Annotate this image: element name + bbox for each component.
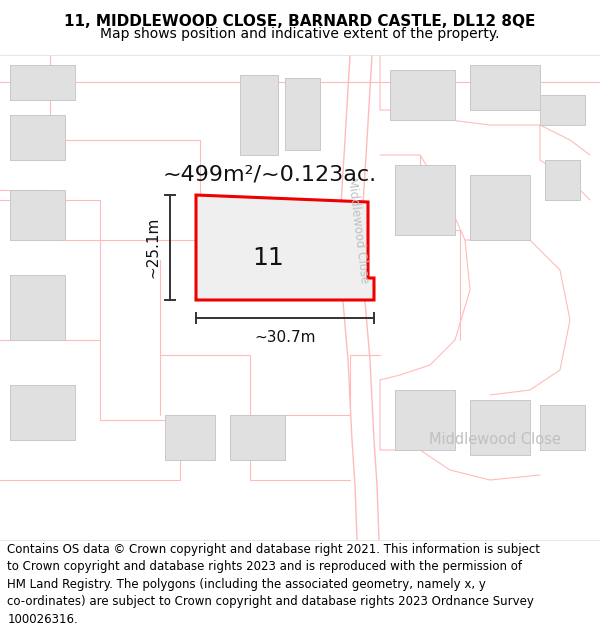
Bar bbox=[10, 190, 65, 240]
Text: ~499m²/~0.123ac.: ~499m²/~0.123ac. bbox=[163, 165, 377, 185]
Bar bbox=[10, 385, 75, 440]
Text: ~30.7m: ~30.7m bbox=[254, 330, 316, 345]
Bar bbox=[470, 65, 540, 110]
Text: ~25.1m: ~25.1m bbox=[145, 217, 160, 278]
Bar bbox=[10, 115, 65, 160]
Text: Middlewood Close: Middlewood Close bbox=[345, 176, 371, 284]
Polygon shape bbox=[196, 195, 374, 300]
Text: 11, MIDDLEWOOD CLOSE, BARNARD CASTLE, DL12 8QE: 11, MIDDLEWOOD CLOSE, BARNARD CASTLE, DL… bbox=[64, 14, 536, 29]
Text: Middlewood Close: Middlewood Close bbox=[429, 432, 561, 447]
Bar bbox=[395, 165, 455, 235]
Bar bbox=[545, 160, 580, 200]
Bar bbox=[395, 390, 455, 450]
Bar bbox=[540, 405, 585, 450]
Text: 11: 11 bbox=[252, 246, 284, 270]
Bar bbox=[10, 65, 75, 100]
Bar bbox=[390, 70, 455, 120]
Bar bbox=[470, 400, 530, 455]
Text: Map shows position and indicative extent of the property.: Map shows position and indicative extent… bbox=[100, 28, 500, 41]
Bar bbox=[470, 175, 530, 240]
Bar bbox=[10, 275, 65, 340]
Bar bbox=[540, 95, 585, 125]
Bar bbox=[285, 78, 320, 150]
Bar bbox=[230, 415, 285, 460]
Bar bbox=[165, 415, 215, 460]
Bar bbox=[240, 75, 278, 155]
Text: Contains OS data © Crown copyright and database right 2021. This information is : Contains OS data © Crown copyright and d… bbox=[7, 542, 540, 625]
